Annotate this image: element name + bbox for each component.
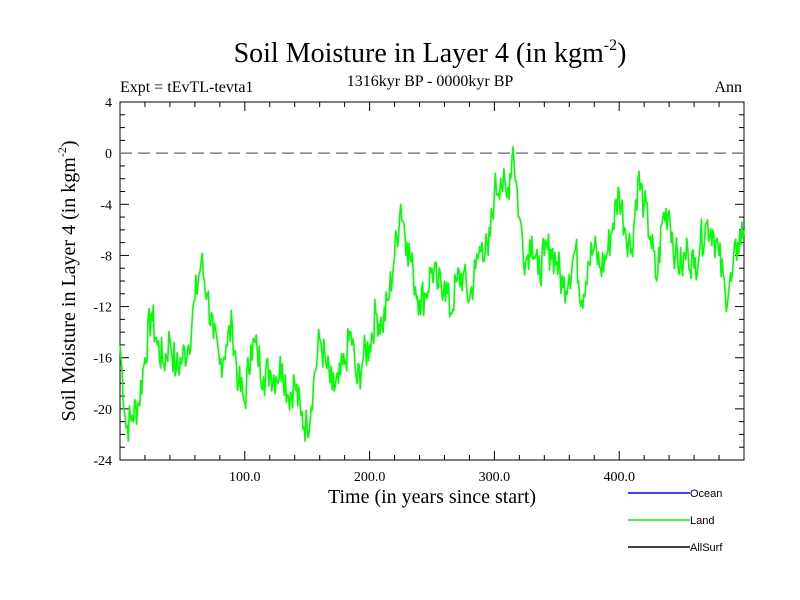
y-tick-label: -4 xyxy=(100,198,112,213)
legend: Ocean Land AllSurf xyxy=(628,488,723,554)
legend-label-land: Land xyxy=(690,515,714,527)
x-tick-label: 100.0 xyxy=(229,470,261,485)
y-axis-label-close: ) xyxy=(58,140,80,147)
x-tick-label: 300.0 xyxy=(479,470,511,485)
experiment-label: Expt = tEvTL-tevta1 xyxy=(120,79,253,96)
x-tick-label: 200.0 xyxy=(354,470,386,485)
x-axis: 100.0 200.0 300.0 400.0 xyxy=(144,102,720,485)
chart-title-sup: -2 xyxy=(604,37,617,54)
season-label: Ann xyxy=(714,79,742,96)
legend-label-ocean: Ocean xyxy=(690,488,722,500)
chart-title-main: Soil Moisture in Layer 4 (in kgm xyxy=(234,38,604,69)
y-tick-label: -8 xyxy=(100,249,112,264)
x-tick-label: 400.0 xyxy=(603,470,635,485)
y-tick-label: -16 xyxy=(93,352,112,367)
y-tick-label: -20 xyxy=(93,403,112,418)
y-axis-label: Soil Moisture in Layer 4 (in kgm-2) xyxy=(55,140,80,421)
chart-title-close: ) xyxy=(617,38,626,69)
y-tick-label: 0 xyxy=(105,147,112,162)
chart-subtitle: 1316kyr BP - 0000kyr BP xyxy=(347,73,514,90)
y-axis-label-sup: -2 xyxy=(55,147,69,157)
y-tick-label: 4 xyxy=(105,96,112,111)
legend-label-allsurf: AllSurf xyxy=(690,542,723,554)
plot-frame xyxy=(119,101,745,461)
y-axis-label-main: Soil Moisture in Layer 4 (in kgm xyxy=(58,157,80,422)
y-tick-label: -24 xyxy=(93,454,112,469)
series-layer xyxy=(119,146,745,442)
y-tick-label: -12 xyxy=(93,301,112,316)
x-axis-label: Time (in years since start) xyxy=(328,486,536,508)
y-axis: 4 0 -4 -8 -12 -16 -20 -24 xyxy=(93,96,744,469)
chart-title: Soil Moisture in Layer 4 (in kgm-2) xyxy=(234,37,627,69)
series-line-land xyxy=(119,146,745,442)
